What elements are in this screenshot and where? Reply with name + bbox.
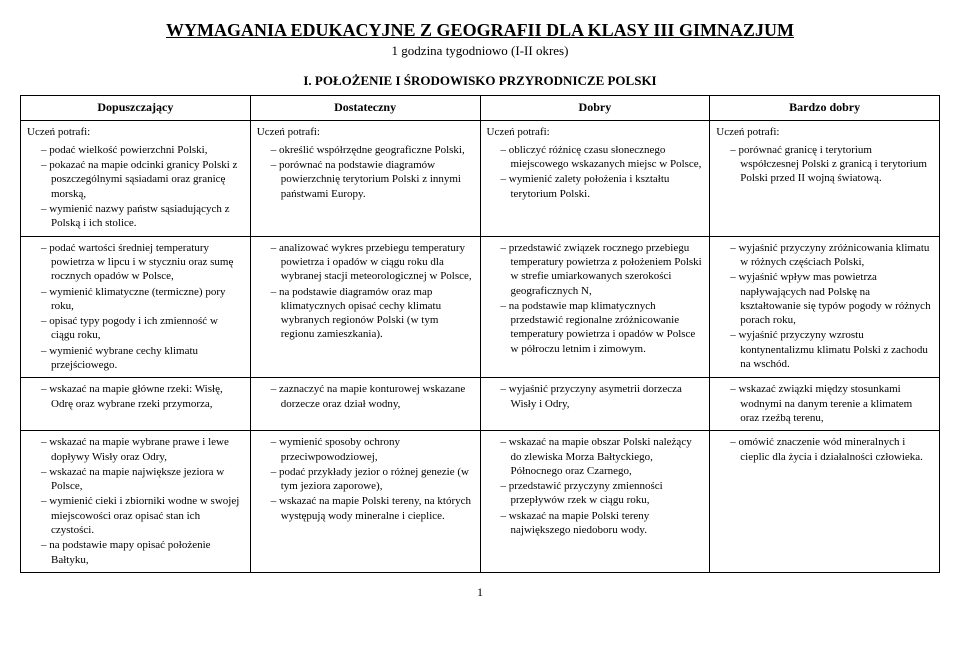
list-item: wskazać na mapie największe jeziora w Po… (41, 465, 244, 494)
item-list: określić współrzędne geograficzne Polski… (257, 143, 474, 201)
requirements-table: Dopuszczający Dostateczny Dobry Bardzo d… (20, 95, 940, 573)
list-item: wymienić wybrane cechy klimatu przejścio… (41, 344, 244, 373)
table-cell: Uczeń potrafi: określić współrzędne geogr… (250, 120, 480, 236)
list-item: przedstawić związek rocznego przebiegu t… (501, 241, 704, 298)
item-list: wymienić sposoby ochrony przeciwpowodzio… (257, 435, 474, 523)
item-list: obliczyć różnicę czasu słonecznego miejs… (487, 143, 704, 201)
list-item: podać wielkość powierzchni Polski, (41, 143, 244, 157)
table-cell: przedstawić związek rocznego przebiegu t… (480, 236, 710, 378)
table-row: podać wartości średniej temperatury powi… (21, 236, 940, 378)
table-row: Uczeń potrafi: podać wielkość powierzchni… (21, 120, 940, 236)
list-item: analizować wykres przebiegu temperatury … (271, 241, 474, 284)
item-list: omówić znaczenie wód mineralnych i ciepl… (716, 435, 933, 464)
list-item: na podstawie mapy opisać położenie Bałty… (41, 538, 244, 567)
item-list: wyjaśnić przyczyny asymetrii dorzecza Wi… (487, 382, 704, 411)
item-list: podać wielkość powierzchni Polski,pokaza… (27, 143, 244, 231)
lead-text: Uczeń potrafi: (716, 125, 933, 139)
item-list: wskazać związki między stosunkami wodnym… (716, 382, 933, 425)
table-cell: wyjaśnić przyczyny asymetrii dorzecza Wi… (480, 378, 710, 431)
list-item: porównać granicę i terytorium współczesn… (730, 143, 933, 186)
page-title: WYMAGANIA EDUKACYJNE Z GEOGRAFII DLA KLA… (20, 20, 940, 41)
list-item: przedstawić przyczyny zmienności przepły… (501, 479, 704, 508)
list-item: podać przykłady jezior o różnej genezie … (271, 465, 474, 494)
table-row: wskazać na mapie wybrane prawe i lewe do… (21, 431, 940, 573)
table-header-row: Dopuszczający Dostateczny Dobry Bardzo d… (21, 96, 940, 121)
item-list: wskazać na mapie wybrane prawe i lewe do… (27, 435, 244, 567)
item-list: porównać granicę i terytorium współczesn… (716, 143, 933, 186)
table-cell: zaznaczyć na mapie konturowej wskazane d… (250, 378, 480, 431)
list-item: wyjaśnić przyczyny asymetrii dorzecza Wi… (501, 382, 704, 411)
list-item: wymienić sposoby ochrony przeciwpowodzio… (271, 435, 474, 464)
item-list: przedstawić związek rocznego przebiegu t… (487, 241, 704, 356)
list-item: wskazać związki między stosunkami wodnym… (730, 382, 933, 425)
col-dobry: Dobry (480, 96, 710, 121)
item-list: wskazać na mapie główne rzeki: Wisłę, Od… (27, 382, 244, 411)
list-item: wskazać na mapie Polski tereny największ… (501, 509, 704, 538)
lead-text: Uczeń potrafi: (257, 125, 474, 139)
list-item: wymienić nazwy państw sąsiadujących z Po… (41, 202, 244, 231)
list-item: wskazać na mapie Polski tereny, na który… (271, 494, 474, 523)
item-list: podać wartości średniej temperatury powi… (27, 241, 244, 373)
list-item: wyjaśnić przyczyny wzrostu kontynentaliz… (730, 328, 933, 371)
item-list: zaznaczyć na mapie konturowej wskazane d… (257, 382, 474, 411)
col-bardzo-dobry: Bardzo dobry (710, 96, 940, 121)
list-item: wskazać na mapie obszar Polski należący … (501, 435, 704, 478)
table-cell: wymienić sposoby ochrony przeciwpowodzio… (250, 431, 480, 573)
item-list: wskazać na mapie obszar Polski należący … (487, 435, 704, 537)
list-item: pokazać na mapie odcinki granicy Polski … (41, 158, 244, 201)
table-cell: Uczeń potrafi: porównać granicę i terytor… (710, 120, 940, 236)
list-item: opisać typy pogody i ich zmienność w cią… (41, 314, 244, 343)
table-cell: wskazać na mapie obszar Polski należący … (480, 431, 710, 573)
table-cell: wskazać na mapie wybrane prawe i lewe do… (21, 431, 251, 573)
list-item: podać wartości średniej temperatury powi… (41, 241, 244, 284)
list-item: wyjaśnić wpływ mas powietrza napływający… (730, 270, 933, 327)
item-list: analizować wykres przebiegu temperatury … (257, 241, 474, 342)
lead-text: Uczeń potrafi: (27, 125, 244, 139)
table-cell: wskazać na mapie główne rzeki: Wisłę, Od… (21, 378, 251, 431)
table-cell: wyjaśnić przyczyny zróżnicowania klimatu… (710, 236, 940, 378)
list-item: na podstawie map klimatycznych przedstaw… (501, 299, 704, 356)
page-subtitle: 1 godzina tygodniowo (I-II okres) (20, 43, 940, 59)
table-cell: Uczeń potrafi: podać wielkość powierzchni… (21, 120, 251, 236)
list-item: wyjaśnić przyczyny zróżnicowania klimatu… (730, 241, 933, 270)
table-cell: analizować wykres przebiegu temperatury … (250, 236, 480, 378)
table-cell: podać wartości średniej temperatury powi… (21, 236, 251, 378)
list-item: wymienić zalety położenia i kształtu ter… (501, 172, 704, 201)
page-number: 1 (20, 585, 940, 600)
table-row: wskazać na mapie główne rzeki: Wisłę, Od… (21, 378, 940, 431)
section-title: I. POŁOŻENIE I ŚRODOWISKO PRZYRODNICZE P… (20, 73, 940, 89)
list-item: określić współrzędne geograficzne Polski… (271, 143, 474, 157)
col-dostateczny: Dostateczny (250, 96, 480, 121)
item-list: wyjaśnić przyczyny zróżnicowania klimatu… (716, 241, 933, 372)
list-item: na podstawie diagramów oraz map klimatyc… (271, 285, 474, 342)
list-item: wskazać na mapie główne rzeki: Wisłę, Od… (41, 382, 244, 411)
list-item: porównać na podstawie diagramów powierzc… (271, 158, 474, 201)
list-item: omówić znaczenie wód mineralnych i ciepl… (730, 435, 933, 464)
lead-text: Uczeń potrafi: (487, 125, 704, 139)
list-item: zaznaczyć na mapie konturowej wskazane d… (271, 382, 474, 411)
table-cell: Uczeń potrafi: obliczyć różnicę czasu sło… (480, 120, 710, 236)
table-cell: omówić znaczenie wód mineralnych i ciepl… (710, 431, 940, 573)
list-item: wskazać na mapie wybrane prawe i lewe do… (41, 435, 244, 464)
list-item: obliczyć różnicę czasu słonecznego miejs… (501, 143, 704, 172)
list-item: wymienić klimatyczne (termiczne) pory ro… (41, 285, 244, 314)
table-cell: wskazać związki między stosunkami wodnym… (710, 378, 940, 431)
col-dopuszczajacy: Dopuszczający (21, 96, 251, 121)
list-item: wymienić cieki i zbiorniki wodne w swoje… (41, 494, 244, 537)
